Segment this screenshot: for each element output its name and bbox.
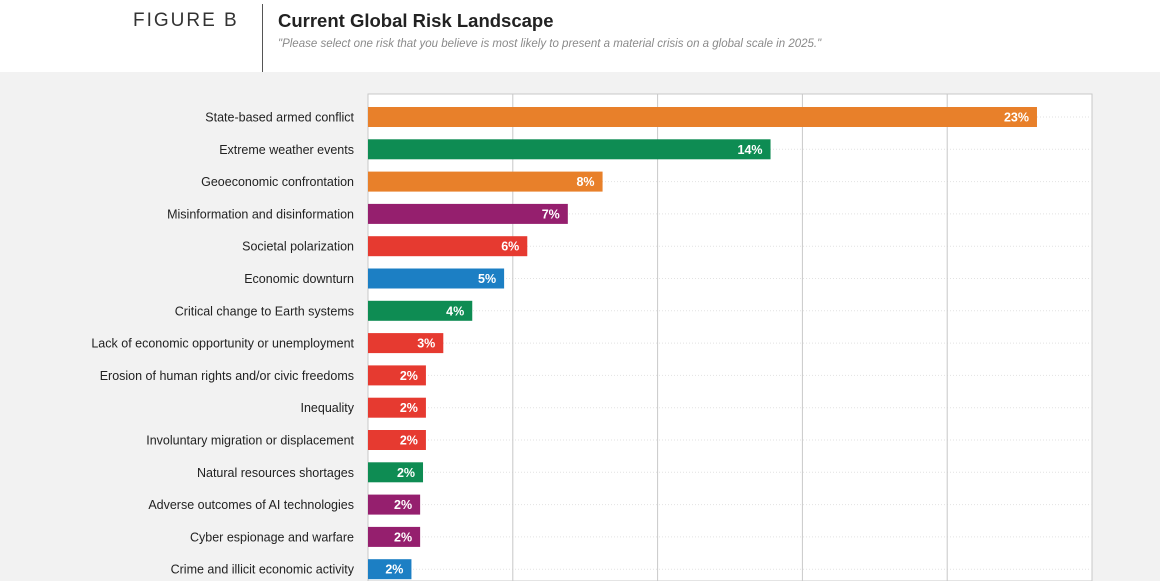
category-label: Economic downturn bbox=[244, 272, 354, 286]
category-label: Crime and illicit economic activity bbox=[171, 563, 355, 577]
category-label: Cyber espionage and warfare bbox=[190, 530, 354, 544]
bar bbox=[368, 203, 568, 224]
bar bbox=[368, 494, 421, 515]
bar bbox=[368, 526, 421, 547]
figure-label: FIGURE B bbox=[133, 10, 239, 31]
chart-title: Current Global Risk Landscape bbox=[278, 10, 554, 31]
value-label: 2% bbox=[394, 530, 412, 544]
bar bbox=[368, 268, 505, 289]
value-label: 2% bbox=[385, 563, 403, 577]
category-label: Misinformation and disinformation bbox=[167, 207, 354, 221]
bar bbox=[368, 236, 528, 257]
bar bbox=[368, 300, 473, 321]
bar bbox=[368, 107, 1037, 127]
bar-chart: State-based armed conflict 23% Extreme wea… bbox=[91, 93, 1093, 581]
bar bbox=[368, 462, 424, 483]
bar bbox=[368, 365, 426, 386]
category-label: Societal polarization bbox=[242, 240, 354, 254]
value-label: 2% bbox=[400, 369, 418, 383]
category-label: Inequality bbox=[300, 401, 354, 415]
category-label: Erosion of human rights and/or civic fre… bbox=[100, 369, 354, 383]
category-label: Geoeconomic confrontation bbox=[201, 175, 354, 189]
value-label: 4% bbox=[446, 304, 464, 318]
header-divider bbox=[262, 4, 263, 72]
category-label: Involuntary migration or displacement bbox=[146, 434, 354, 448]
value-label: 2% bbox=[400, 401, 418, 415]
value-label: 23% bbox=[1004, 111, 1029, 125]
value-label: 3% bbox=[417, 337, 435, 351]
value-label: 6% bbox=[501, 240, 519, 254]
value-label: 14% bbox=[738, 143, 763, 157]
bar bbox=[368, 333, 444, 354]
category-label: Lack of economic opportunity or unemploy… bbox=[91, 337, 354, 351]
value-label: 5% bbox=[478, 272, 496, 286]
bar bbox=[368, 397, 426, 418]
value-label: 8% bbox=[576, 175, 594, 189]
plot-background bbox=[367, 93, 1093, 581]
value-label: 2% bbox=[397, 466, 415, 480]
category-label: Extreme weather events bbox=[219, 143, 354, 157]
bar bbox=[368, 171, 603, 192]
figure-header: FIGURE B Current Global Risk Landscape "… bbox=[0, 0, 1160, 72]
chart-subtitle: "Please select one risk that you believe… bbox=[278, 38, 822, 50]
bar bbox=[368, 430, 426, 450]
category-label: Adverse outcomes of AI technologies bbox=[148, 498, 354, 512]
bar bbox=[368, 559, 412, 580]
value-label: 2% bbox=[394, 498, 412, 512]
value-label: 2% bbox=[400, 434, 418, 448]
category-label: State-based armed conflict bbox=[205, 111, 354, 125]
chart-area: State-based armed conflict 23% Extreme wea… bbox=[0, 72, 1160, 581]
category-label: Critical change to Earth systems bbox=[175, 304, 354, 318]
value-label: 7% bbox=[542, 207, 560, 221]
bar bbox=[368, 139, 771, 160]
category-label: Natural resources shortages bbox=[197, 466, 354, 480]
